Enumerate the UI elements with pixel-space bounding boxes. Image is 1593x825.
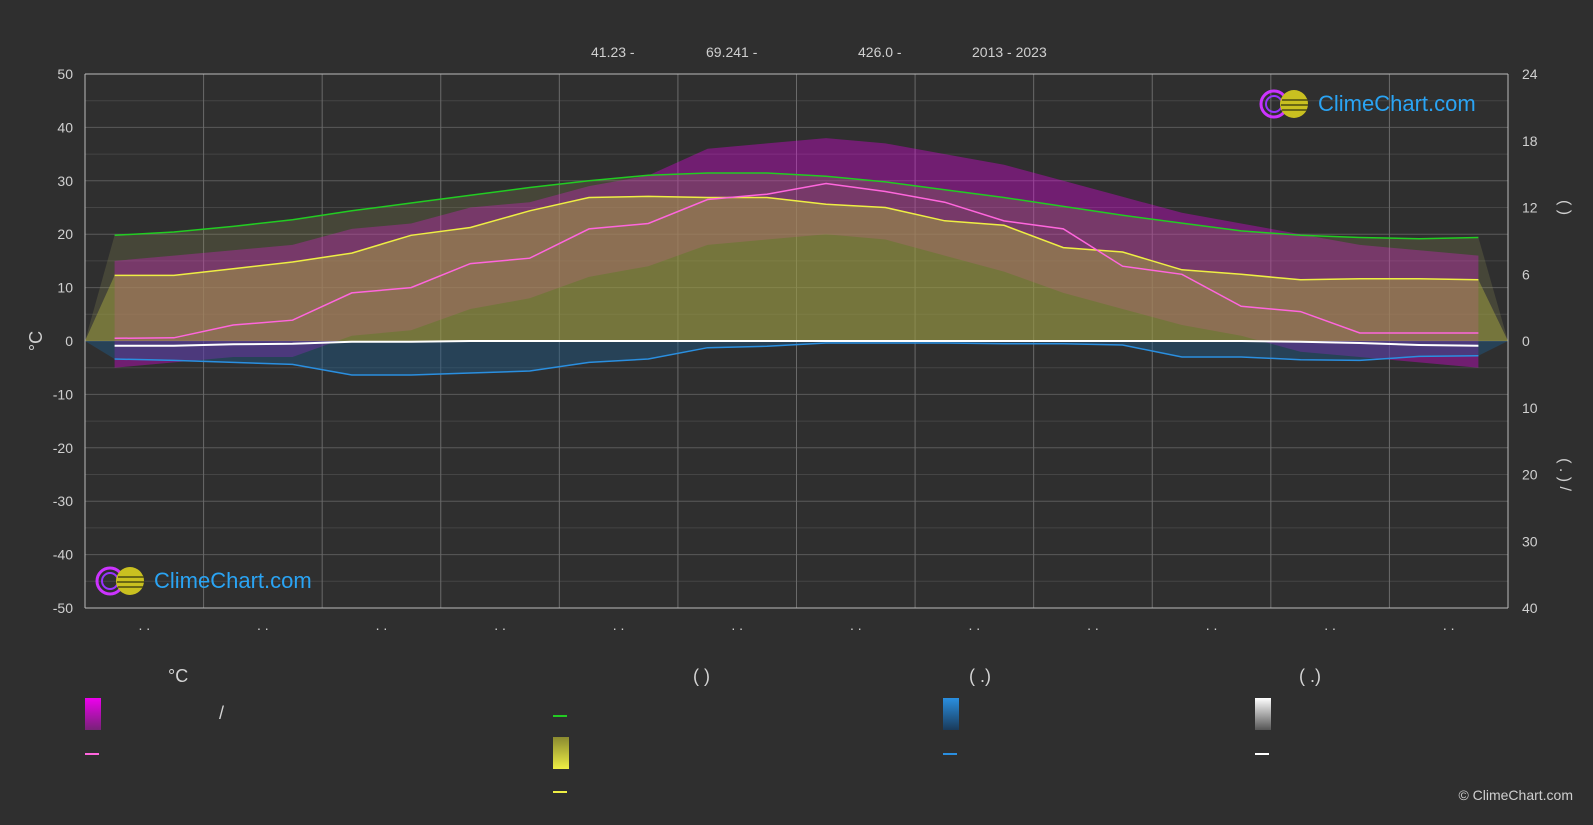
logo-icon xyxy=(95,566,144,596)
legend-snow-heading: ( .) xyxy=(1299,666,1321,686)
y-tick-label-left: 0 xyxy=(65,333,73,349)
y-tick-label-left: -10 xyxy=(53,386,73,402)
logo-icon xyxy=(1259,89,1308,119)
x-tick-label: . . xyxy=(376,617,388,633)
daylight-line xyxy=(114,172,1479,240)
legend-sun-heading: ( ) xyxy=(693,666,710,686)
header-elevation: 426.0 - xyxy=(858,44,902,60)
legend-temp-mean-line xyxy=(85,753,99,755)
y-tick-label-right-hours: 0 xyxy=(1522,333,1530,349)
header-years: 2013 - 2023 xyxy=(972,44,1047,60)
x-tick-label: . . xyxy=(1087,617,1099,633)
y-tick-label-right-mm: 20 xyxy=(1522,467,1538,483)
legend-rain-swatch xyxy=(943,698,959,730)
y-tick-label-right-mm: 40 xyxy=(1522,600,1538,616)
x-tick-label: . . xyxy=(613,617,625,633)
y-tick-label-left: -20 xyxy=(53,440,73,456)
header-longitude: 69.241 - xyxy=(706,44,758,60)
sunshine-line xyxy=(114,195,1479,281)
y-tick-label-left: 40 xyxy=(57,119,73,135)
legend-snow-line xyxy=(1255,753,1269,755)
legend-temp-slash: / xyxy=(219,703,225,723)
legend-temp-band-swatch xyxy=(85,698,101,730)
sunshine-area xyxy=(85,196,1508,341)
y-axis-label-left: °C xyxy=(26,331,46,351)
rain-line xyxy=(114,342,1479,376)
y-tick-label-left: -30 xyxy=(53,493,73,509)
legend-temp-heading: °C xyxy=(168,666,189,686)
y-tick-label-right-hours: 18 xyxy=(1522,133,1538,149)
x-tick-label: . . xyxy=(257,617,269,633)
logo-top-right[interactable]: ClimeChart.com xyxy=(1258,88,1476,120)
legend-rain-heading: ( .) xyxy=(969,666,991,686)
y-tick-label-right-hours: 12 xyxy=(1522,200,1538,216)
y-tick-label-left: 10 xyxy=(57,280,73,296)
logo-text: ClimeChart.com xyxy=(154,568,312,593)
x-tick-label: . . xyxy=(850,617,862,633)
y-tick-label-right-hours: 24 xyxy=(1522,66,1538,82)
y-tick-label-right-mm: 30 xyxy=(1522,533,1538,549)
copyright: © ClimeChart.com xyxy=(1458,787,1573,803)
rain-area xyxy=(85,341,1508,375)
y-axis-label-right-mm: ( . ) / xyxy=(1556,458,1573,491)
x-tick-label: . . xyxy=(969,617,981,633)
x-tick-label: . . xyxy=(1206,617,1218,633)
temp-mean-line xyxy=(114,182,1479,340)
x-tick-label: . . xyxy=(494,617,506,633)
y-tick-label-left: -50 xyxy=(53,600,73,616)
legend-daylight-line xyxy=(553,715,567,717)
y-axis-label-right-hours: ( ) xyxy=(1556,200,1573,215)
daylight-area xyxy=(85,173,1508,341)
legend-sunshine-line xyxy=(553,791,567,793)
x-tick-label: . . xyxy=(1443,617,1455,633)
header-latitude: 41.23 - xyxy=(591,44,635,60)
x-tick-label: . . xyxy=(731,617,743,633)
legend-sunshine-swatch xyxy=(553,737,569,769)
legend-snow-swatch xyxy=(1255,698,1271,730)
x-tick-label: . . xyxy=(138,617,150,633)
logo-text: ClimeChart.com xyxy=(1318,91,1476,116)
snow-line xyxy=(114,340,1479,347)
y-tick-label-left: -40 xyxy=(53,547,73,563)
y-tick-label-left: 30 xyxy=(57,173,73,189)
y-tick-label-right-mm: 10 xyxy=(1522,400,1538,416)
y-tick-label-right-hours: 6 xyxy=(1522,266,1530,282)
legend-rain-line xyxy=(943,753,957,755)
logo-bottom-left[interactable]: ClimeChart.com xyxy=(94,565,312,597)
y-tick-label-left: 50 xyxy=(57,66,73,82)
y-tick-label-left: 20 xyxy=(57,226,73,242)
x-tick-label: . . xyxy=(1324,617,1336,633)
